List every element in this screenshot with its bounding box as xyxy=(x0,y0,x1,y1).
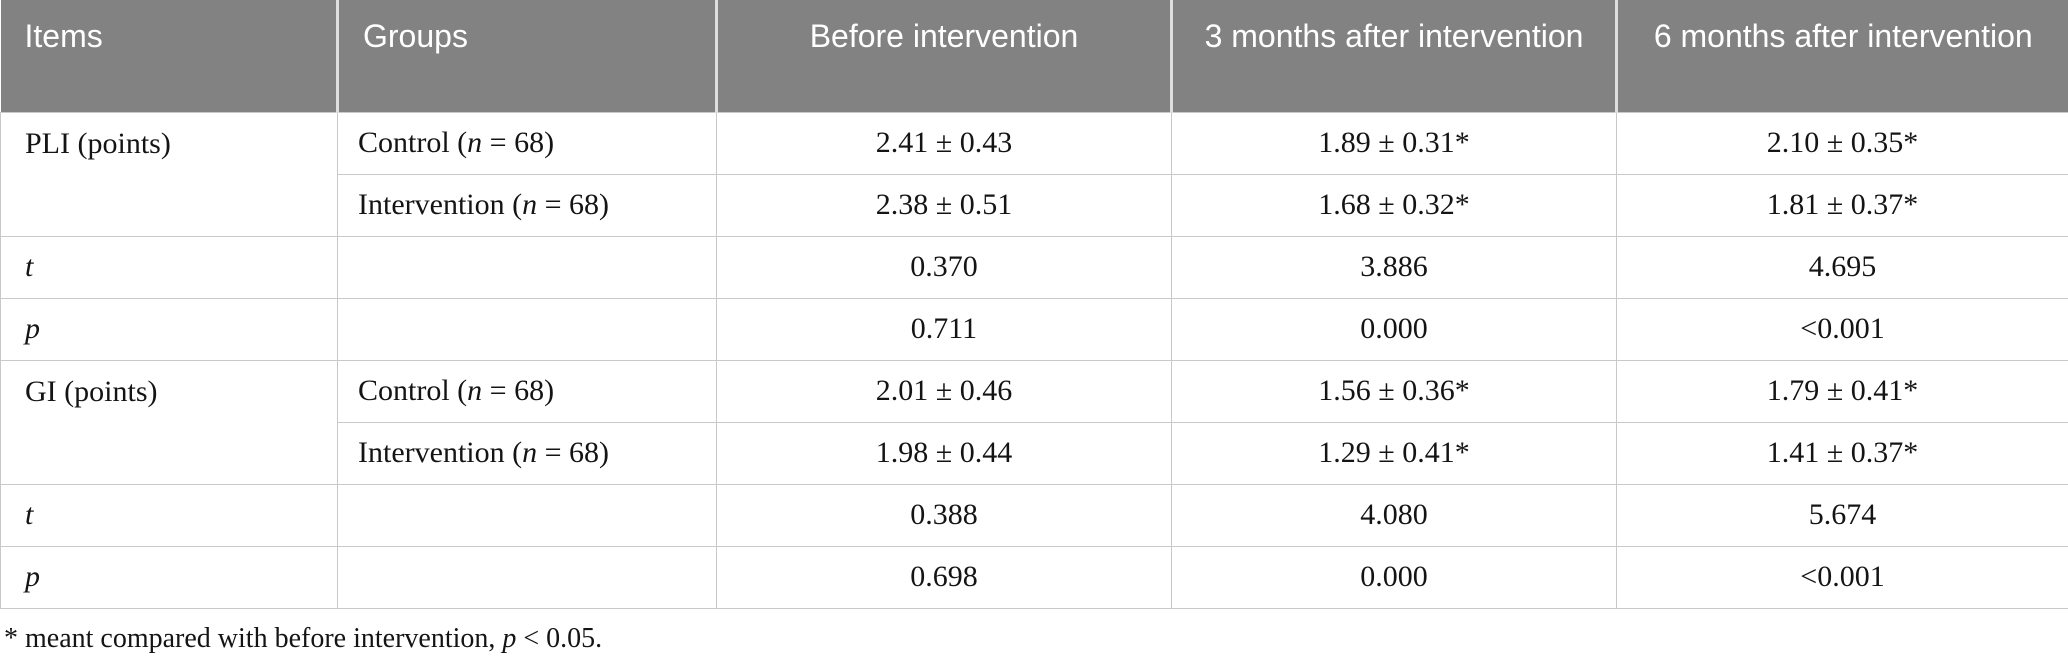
value-cell: 4.695 xyxy=(1616,235,2068,299)
value-cell: 0.000 xyxy=(1171,297,1617,361)
empty-cell xyxy=(337,483,717,547)
value-cell: 2.41 ± 0.43 xyxy=(716,111,1172,175)
table-row-gi-t: t 0.388 4.080 5.674 xyxy=(0,483,2068,547)
value-cell: 1.98 ± 0.44 xyxy=(716,421,1172,485)
group-label-suffix: = 68) xyxy=(537,436,610,469)
value-cell: 4.080 xyxy=(1171,483,1617,547)
stat-label-t: t xyxy=(0,483,338,547)
results-table: Items Groups Before intervention 3 month… xyxy=(0,0,2068,609)
empty-cell xyxy=(337,297,717,361)
value-cell: 0.388 xyxy=(716,483,1172,547)
value-cell: 1.81 ± 0.37* xyxy=(1616,173,2068,237)
table-footnote: * meant compared with before interventio… xyxy=(0,609,2068,656)
group-label-n: n xyxy=(467,126,483,159)
value-cell: 2.01 ± 0.46 xyxy=(716,359,1172,423)
footnote-p-symbol: p xyxy=(502,622,517,654)
group-label-prefix: Control ( xyxy=(358,374,468,407)
group-cell: Control (n = 68) xyxy=(337,111,717,175)
table-row-gi-control: GI (points) Control (n = 68) 2.01 ± 0.46… xyxy=(0,359,2068,485)
value-cell: 5.674 xyxy=(1616,483,2068,547)
group-label-suffix: = 68) xyxy=(482,126,555,159)
group-label-suffix: = 68) xyxy=(537,188,610,221)
item-cell-pli: PLI (points) xyxy=(0,111,338,237)
group-cell: Intervention (n = 68) xyxy=(337,421,717,485)
group-label-n: n xyxy=(467,374,483,407)
value-cell: <0.001 xyxy=(1616,297,2068,361)
value-cell: 2.10 ± 0.35* xyxy=(1616,111,2068,175)
column-header-items: Items xyxy=(0,0,338,112)
table-header: Items Groups Before intervention 3 month… xyxy=(0,0,2068,112)
value-cell: 1.68 ± 0.32* xyxy=(1171,173,1617,237)
value-cell: 1.41 ± 0.37* xyxy=(1616,421,2068,485)
value-cell: 2.38 ± 0.51 xyxy=(716,173,1172,237)
group-cell: Intervention (n = 68) xyxy=(337,173,717,237)
value-cell: 0.370 xyxy=(716,235,1172,299)
column-header-groups: Groups xyxy=(336,0,717,112)
stat-label-t: t xyxy=(0,235,338,299)
table-row-pli-intervention: Intervention (n = 68) 2.38 ± 0.51 1.68 ±… xyxy=(1,173,2068,237)
group-label-prefix: Intervention ( xyxy=(358,188,523,221)
group-label-prefix: Intervention ( xyxy=(358,436,523,469)
footnote-prefix: * meant compared with before interventio… xyxy=(4,622,503,654)
column-header-before: Before intervention xyxy=(715,0,1172,112)
table-row-pli-t: t 0.370 3.886 4.695 xyxy=(0,235,2068,299)
value-cell: 1.79 ± 0.41* xyxy=(1616,359,2068,423)
empty-cell xyxy=(337,545,717,609)
empty-cell xyxy=(337,235,717,299)
value-cell: 1.56 ± 0.36* xyxy=(1171,359,1617,423)
value-cell: 1.89 ± 0.31* xyxy=(1171,111,1617,175)
table-row-pli-control: PLI (points) Control (n = 68) 2.41 ± 0.4… xyxy=(0,111,2068,237)
footnote-suffix: < 0.05. xyxy=(516,622,603,654)
value-cell: <0.001 xyxy=(1616,545,2068,609)
group-label-suffix: = 68) xyxy=(482,374,555,407)
column-header-6-months: 6 months after intervention xyxy=(1615,0,2068,112)
stat-label-p: p xyxy=(0,297,338,361)
group-cell: Control (n = 68) xyxy=(337,359,717,423)
value-cell: 0.711 xyxy=(716,297,1172,361)
stat-label-p: p xyxy=(0,545,338,609)
group-label-prefix: Control ( xyxy=(358,126,468,159)
value-cell: 0.000 xyxy=(1171,545,1617,609)
item-cell-gi: GI (points) xyxy=(0,359,338,485)
table-row-gi-p: p 0.698 0.000 <0.001 xyxy=(0,545,2068,609)
value-cell: 1.29 ± 0.41* xyxy=(1171,421,1617,485)
group-label-n: n xyxy=(522,188,538,221)
table-row-pli-p: p 0.711 0.000 <0.001 xyxy=(0,297,2068,361)
table-body: PLI (points) Control (n = 68) 2.41 ± 0.4… xyxy=(0,111,2068,609)
group-label-n: n xyxy=(522,436,538,469)
value-cell: 0.698 xyxy=(716,545,1172,609)
value-cell: 3.886 xyxy=(1171,235,1617,299)
column-header-3-months: 3 months after intervention xyxy=(1170,0,1617,112)
